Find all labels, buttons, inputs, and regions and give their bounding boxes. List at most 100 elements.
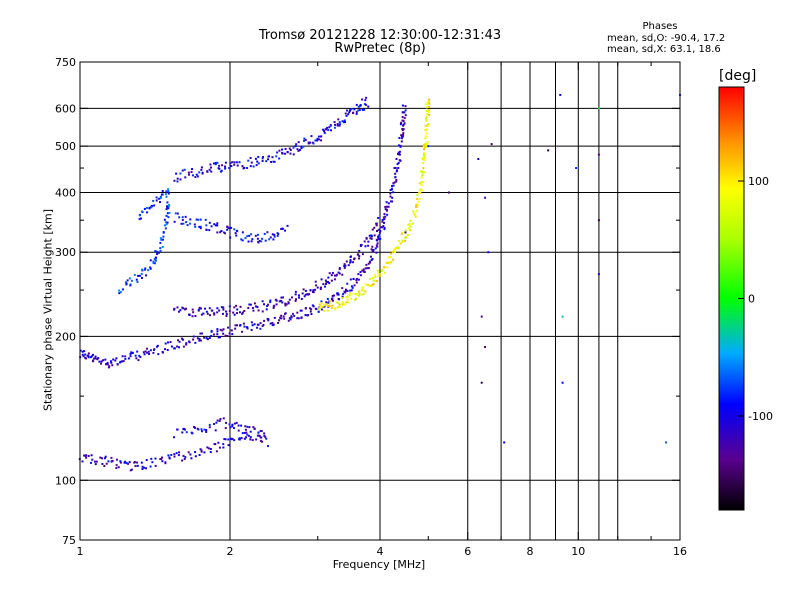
echo-point	[135, 278, 138, 281]
echo-point	[360, 293, 363, 296]
echo-point	[307, 141, 310, 144]
echo-point	[185, 342, 188, 345]
echo-point	[358, 292, 361, 295]
echo-point	[273, 235, 276, 238]
echo-point	[399, 145, 402, 148]
echo-point	[395, 169, 398, 172]
echo-point	[129, 352, 132, 355]
echo-point	[261, 157, 264, 160]
echo-point	[350, 297, 353, 300]
echo-point	[403, 122, 406, 125]
echo-point	[381, 268, 384, 271]
echo-point	[345, 301, 348, 304]
echo-point	[153, 262, 156, 265]
x-tick-label: 4	[377, 545, 384, 558]
echo-point	[249, 303, 252, 306]
echo-point	[107, 366, 110, 369]
echo-point	[422, 180, 425, 183]
echo-point	[138, 354, 141, 357]
echo-point	[317, 135, 320, 138]
echo-point	[269, 301, 272, 304]
echo-point	[384, 206, 387, 209]
echo-point	[225, 312, 228, 315]
echo-point	[138, 214, 141, 217]
echo-point	[343, 121, 346, 124]
echo-point	[323, 309, 326, 312]
echo-point	[225, 310, 228, 313]
echo-point	[165, 190, 168, 193]
echo-point	[118, 289, 121, 292]
echo-point	[300, 297, 303, 300]
echo-point	[102, 359, 105, 362]
echo-point	[346, 301, 349, 304]
echo-point	[287, 301, 290, 304]
echo-point	[103, 465, 106, 468]
echo-point	[289, 318, 292, 321]
echo-point	[361, 286, 364, 289]
echo-point	[284, 312, 287, 315]
echo-point	[177, 454, 180, 457]
echo-point	[217, 441, 220, 444]
echo-point	[194, 176, 197, 179]
echo-point	[309, 289, 312, 292]
echo-point	[427, 123, 430, 126]
echo-point	[387, 205, 390, 208]
echo-point	[426, 142, 429, 145]
echo-point	[222, 446, 225, 449]
echo-point	[372, 283, 375, 286]
echo-point	[192, 311, 195, 314]
echo-point	[291, 312, 294, 315]
echo-point	[206, 312, 209, 315]
echo-point	[205, 429, 208, 432]
echo-point	[418, 191, 421, 194]
echo-point	[289, 149, 292, 152]
echo-point	[288, 298, 291, 301]
echo-point	[288, 317, 291, 320]
echo-point	[353, 108, 356, 111]
echo-point	[152, 261, 155, 264]
echo-point	[364, 283, 367, 286]
echo-point	[397, 151, 400, 154]
echo-point	[149, 267, 152, 270]
echo-point	[178, 451, 181, 454]
echo-point	[256, 306, 259, 309]
echo-point	[322, 283, 325, 286]
echo-point	[414, 215, 417, 218]
echo-point	[84, 356, 87, 359]
echo-point	[201, 172, 204, 175]
echo-point	[143, 207, 146, 210]
echo-point	[336, 306, 339, 309]
echo-point	[221, 329, 224, 332]
echo-point	[140, 276, 143, 279]
echo-point	[403, 239, 406, 242]
echo-point	[386, 213, 389, 216]
echo-point	[357, 253, 360, 256]
echo-point	[164, 342, 167, 345]
echo-point	[104, 455, 107, 458]
echo-point	[216, 333, 219, 336]
echo-point	[408, 222, 411, 225]
echo-point	[107, 460, 110, 463]
echo-point	[295, 298, 298, 301]
echo-point	[287, 302, 290, 305]
echo-point	[152, 199, 155, 202]
echo-point	[91, 458, 94, 461]
echo-point	[160, 193, 163, 196]
echo-point	[400, 233, 403, 236]
echo-point	[218, 419, 221, 422]
echo-point	[241, 432, 244, 435]
echo-point	[296, 311, 299, 314]
echo-point	[284, 152, 287, 155]
echo-point	[428, 101, 431, 104]
echo-point	[375, 280, 378, 283]
echo-point	[271, 156, 274, 159]
echo-point	[185, 307, 188, 310]
echo-point	[372, 250, 375, 253]
echo-point	[369, 261, 372, 264]
echo-point	[223, 438, 226, 441]
echo-point	[371, 276, 374, 279]
echo-point	[355, 103, 358, 106]
echo-point	[193, 223, 196, 226]
echo-point	[232, 311, 235, 314]
echo-point	[243, 437, 246, 440]
